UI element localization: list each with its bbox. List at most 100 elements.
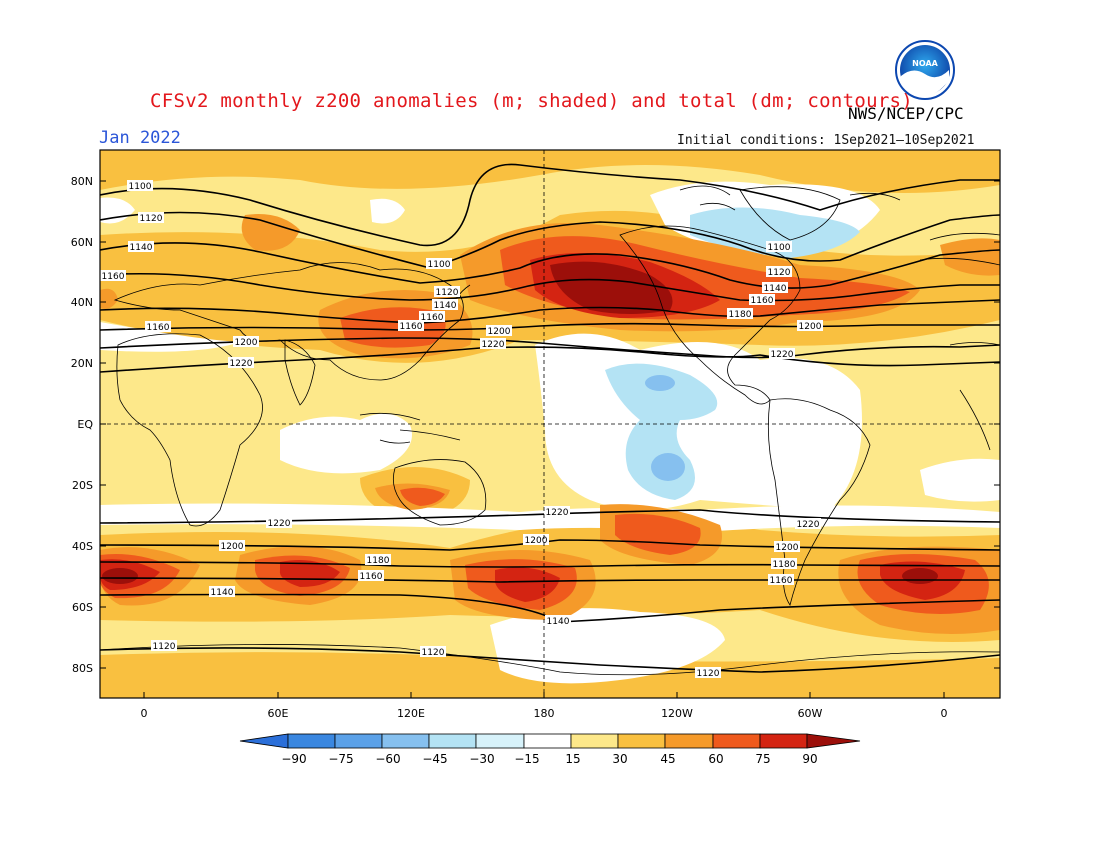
- svg-text:1160: 1160: [400, 322, 423, 332]
- svg-text:1160: 1160: [147, 323, 170, 333]
- contour-label: 1160: [100, 270, 126, 282]
- contour-label: 1180: [727, 308, 753, 320]
- svg-text:1120: 1120: [697, 669, 720, 679]
- contour-label: 1200: [797, 320, 823, 332]
- contour-label: 1140: [432, 299, 458, 311]
- svg-text:1140: 1140: [211, 588, 234, 598]
- contour-label: 1100: [127, 180, 153, 192]
- contour-label: 1140: [545, 615, 571, 627]
- svg-text:1200: 1200: [776, 543, 799, 553]
- lon-label: 0: [141, 707, 148, 720]
- contour-label: 1140: [762, 282, 788, 294]
- contour-label: 1100: [426, 258, 452, 270]
- contour-label: 1180: [771, 558, 797, 570]
- forecast-month: Jan 2022: [99, 128, 181, 148]
- contour-label: 1120: [151, 640, 177, 652]
- colorbar-bin: [712, 733, 761, 749]
- svg-text:1200: 1200: [525, 536, 548, 546]
- svg-text:1180: 1180: [773, 560, 796, 570]
- contour-label: 1180: [365, 554, 391, 566]
- contour-label: 1160: [749, 294, 775, 306]
- svg-text:1200: 1200: [235, 338, 258, 348]
- svg-text:1220: 1220: [546, 508, 569, 518]
- svg-text:1220: 1220: [268, 519, 291, 529]
- colorbar-tick: −15: [514, 752, 539, 766]
- lat-axis: 80N 60N 40N 20N EQ 20S 40S 60S 80S: [71, 175, 1000, 675]
- svg-text:1160: 1160: [102, 272, 125, 282]
- svg-text:1140: 1140: [434, 301, 457, 311]
- colorbar-tick: 30: [612, 752, 627, 766]
- contour-label: 1220: [544, 506, 570, 518]
- colorbar-bin: [570, 733, 619, 749]
- lon-label: 60W: [798, 707, 823, 720]
- svg-text:1120: 1120: [153, 642, 176, 652]
- contour-label: 1120: [138, 212, 164, 224]
- contour-labels: 1100 1120 1140 1160 1160 1200 1220 1100 …: [100, 180, 823, 679]
- svg-text:1100: 1100: [768, 243, 791, 253]
- colorbar-tick: −90: [281, 752, 306, 766]
- svg-text:1200: 1200: [221, 542, 244, 552]
- reference-lines: [100, 150, 1000, 698]
- lat-label: 80S: [72, 662, 93, 675]
- colorbar-bin: [381, 733, 430, 749]
- svg-text:1220: 1220: [230, 359, 253, 369]
- contour-label: 1120: [420, 646, 446, 658]
- colorbar-tick: −30: [469, 752, 494, 766]
- anomaly-negative: [605, 207, 860, 500]
- map-area: 1100 1120 1140 1160 1160 1200 1220 1100 …: [100, 150, 1000, 698]
- contour-label: 1200: [233, 336, 259, 348]
- svg-text:1180: 1180: [367, 556, 390, 566]
- lat-label: 60N: [71, 236, 93, 249]
- svg-text:1120: 1120: [436, 288, 459, 298]
- contour-label: 1220: [769, 348, 795, 360]
- contour-label: 1220: [266, 517, 292, 529]
- contour-label: 1200: [774, 541, 800, 553]
- colorbar-tick: 45: [660, 752, 675, 766]
- map-title: CFSv2 monthly z200 anomalies (m; shaded)…: [150, 90, 914, 112]
- svg-text:1160: 1160: [751, 296, 774, 306]
- lon-label: 0: [941, 707, 948, 720]
- lon-label: 120W: [661, 707, 693, 720]
- colorbar-bin: [475, 733, 525, 749]
- colorbar-bin: [664, 733, 714, 749]
- svg-text:1120: 1120: [140, 214, 163, 224]
- svg-text:1140: 1140: [547, 617, 570, 627]
- lat-label: 40N: [71, 296, 93, 309]
- lat-label: 80N: [71, 175, 93, 188]
- colorbar-tick: 75: [755, 752, 770, 766]
- svg-text:1160: 1160: [360, 572, 383, 582]
- colorbar-tick: 90: [802, 752, 817, 766]
- colorbar-bin: [334, 733, 383, 749]
- contour-label: 1160: [145, 321, 171, 333]
- svg-text:1220: 1220: [771, 350, 794, 360]
- svg-text:1120: 1120: [422, 648, 445, 658]
- lat-label: 40S: [72, 540, 93, 553]
- contour-label: 1200: [486, 325, 512, 337]
- colorbar-bin: [523, 733, 572, 749]
- svg-text:1180: 1180: [729, 310, 752, 320]
- contour-label: 1140: [128, 241, 154, 253]
- contour-label: 1140: [209, 586, 235, 598]
- colorbar: −90 −75 −60 −45 −30 −15 15 30 45 60 75 9…: [239, 733, 861, 766]
- svg-text:1140: 1140: [764, 284, 787, 294]
- colorbar-tick: 60: [708, 752, 723, 766]
- colorbar-bin: [759, 733, 808, 749]
- svg-text:1160: 1160: [421, 313, 444, 323]
- contour-label: 1220: [480, 338, 506, 350]
- colorbar-arrow-high: [806, 733, 861, 749]
- contour-label: 1200: [523, 534, 549, 546]
- svg-text:1200: 1200: [799, 322, 822, 332]
- agency-label: NWS/NCEP/CPC: [848, 104, 964, 123]
- contour-label: 1160: [398, 320, 424, 332]
- colorbar-arrow-low: [239, 733, 289, 749]
- lon-label: 120E: [397, 707, 425, 720]
- contour-label: 1200: [219, 540, 245, 552]
- svg-text:1200: 1200: [488, 327, 511, 337]
- lat-label: 20S: [72, 479, 93, 492]
- anomaly-negative-strong: [645, 375, 685, 481]
- colorbar-bin: [428, 733, 477, 749]
- initial-conditions: Initial conditions: 1Sep2021–10Sep2021: [677, 133, 975, 148]
- colorbar-tick: −45: [422, 752, 447, 766]
- lon-axis: 0 60E 120E 180 120W 60W 0: [141, 692, 948, 720]
